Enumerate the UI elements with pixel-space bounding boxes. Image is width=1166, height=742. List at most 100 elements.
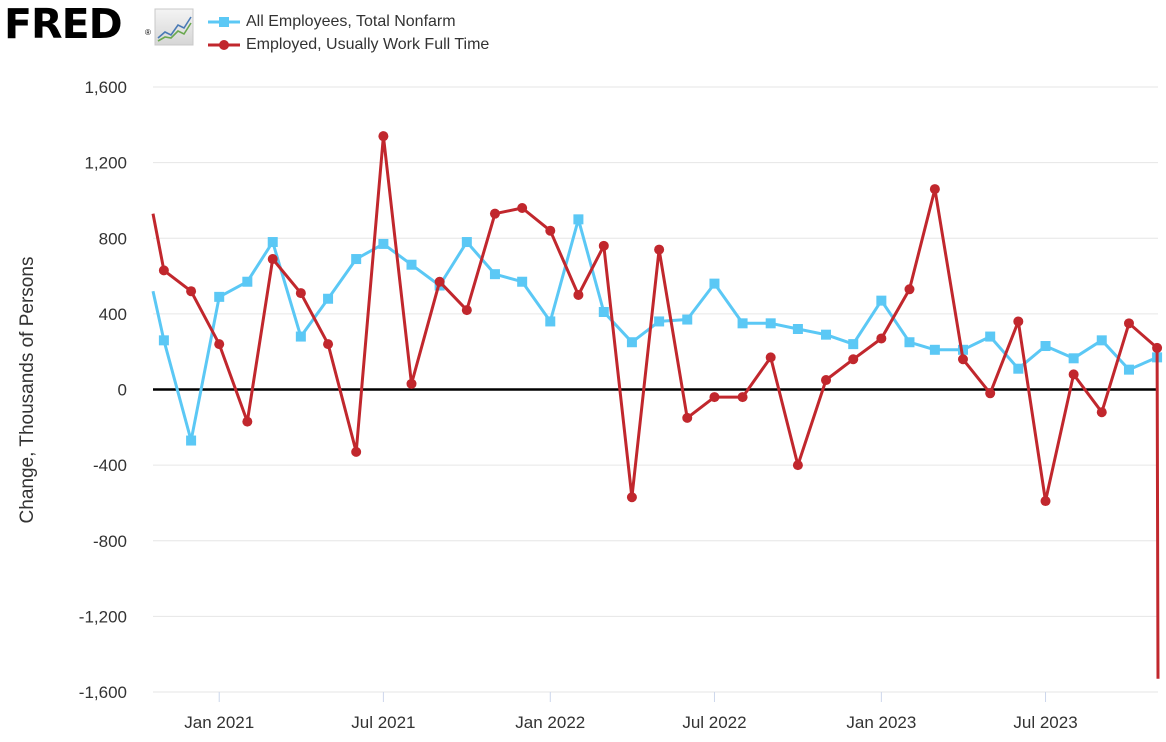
data-point[interactable] xyxy=(351,446,362,457)
data-point[interactable] xyxy=(1013,363,1024,374)
data-point[interactable] xyxy=(378,238,389,249)
fred-logo[interactable]: FRED ® xyxy=(4,2,194,46)
data-point[interactable] xyxy=(186,435,197,446)
registered-mark: ® xyxy=(145,28,151,37)
series-layer xyxy=(151,131,1163,679)
data-point[interactable] xyxy=(848,354,859,365)
data-point[interactable] xyxy=(904,337,915,348)
y-tick-label: -1,600 xyxy=(79,683,127,702)
data-point[interactable] xyxy=(489,269,500,280)
data-point[interactable] xyxy=(737,318,748,329)
data-point[interactable] xyxy=(158,265,169,276)
legend-circle-marker-icon xyxy=(208,39,240,50)
data-point[interactable] xyxy=(957,344,968,355)
data-point[interactable] xyxy=(323,293,334,304)
data-point[interactable] xyxy=(929,184,940,195)
data-point[interactable] xyxy=(461,237,472,248)
data-point[interactable] xyxy=(242,416,253,427)
data-point[interactable] xyxy=(461,305,472,316)
data-point[interactable] xyxy=(1040,496,1051,507)
data-point[interactable] xyxy=(406,259,417,270)
data-point[interactable] xyxy=(1123,318,1134,329)
data-point[interactable] xyxy=(876,333,887,344)
legend-label-full-time: Employed, Usually Work Full Time xyxy=(246,35,490,53)
data-point[interactable] xyxy=(434,276,445,287)
data-point[interactable] xyxy=(598,240,609,251)
x-tick-label: Jan 2021 xyxy=(184,713,254,732)
data-point[interactable] xyxy=(323,339,334,350)
legend-item-nonfarm[interactable]: All Employees, Total Nonfarm xyxy=(208,10,489,33)
data-point[interactable] xyxy=(626,492,637,503)
data-point[interactable] xyxy=(1123,364,1134,375)
data-point[interactable] xyxy=(792,324,803,334)
data-point[interactable] xyxy=(214,291,225,302)
data-point[interactable] xyxy=(821,375,832,386)
data-point[interactable] xyxy=(1152,342,1163,353)
data-point[interactable] xyxy=(242,276,253,287)
data-point[interactable] xyxy=(573,289,584,300)
data-point[interactable] xyxy=(626,337,637,348)
data-point[interactable] xyxy=(489,208,500,219)
series-full-time[interactable] xyxy=(151,131,1163,679)
x-tick-label: Jul 2023 xyxy=(1013,713,1077,732)
data-point[interactable] xyxy=(985,331,996,342)
x-tick-label: Jul 2021 xyxy=(351,713,415,732)
y-tick-label: 1,200 xyxy=(84,154,127,173)
data-point[interactable] xyxy=(904,284,915,295)
data-point[interactable] xyxy=(1096,407,1107,418)
data-point[interactable] xyxy=(1068,353,1079,364)
data-point[interactable] xyxy=(876,295,887,306)
data-point[interactable] xyxy=(598,306,609,317)
data-point[interactable] xyxy=(406,378,417,389)
data-point[interactable] xyxy=(1096,335,1107,346)
x-axis: Jan 2021 Jul 2021 Jan 2022 Jul 2022 Jan 2023… xyxy=(184,692,1078,732)
data-point[interactable] xyxy=(1013,316,1024,327)
data-point[interactable] xyxy=(186,286,197,297)
data-point[interactable] xyxy=(295,288,306,299)
data-point[interactable] xyxy=(709,278,720,289)
series-line xyxy=(151,134,1160,679)
legend-square-marker-icon xyxy=(208,16,240,27)
data-point[interactable] xyxy=(929,344,940,355)
data-point[interactable] xyxy=(267,254,278,265)
data-point[interactable] xyxy=(792,460,803,471)
data-point[interactable] xyxy=(765,352,776,363)
data-point[interactable] xyxy=(573,214,584,225)
data-point[interactable] xyxy=(158,335,169,346)
legend-label-nonfarm: All Employees, Total Nonfarm xyxy=(246,12,456,30)
data-point[interactable] xyxy=(654,316,665,327)
data-point[interactable] xyxy=(545,225,556,236)
data-point[interactable] xyxy=(351,254,362,265)
data-point[interactable] xyxy=(737,392,748,403)
series-nonfarm[interactable] xyxy=(151,214,1163,446)
data-point[interactable] xyxy=(848,339,859,350)
y-axis-label: Change, Thousands of Persons xyxy=(17,257,38,524)
data-point[interactable] xyxy=(985,388,996,399)
data-point[interactable] xyxy=(709,392,720,403)
fred-logo-text: FRED xyxy=(4,0,123,48)
y-tick-label: -1,200 xyxy=(79,607,127,626)
data-point[interactable] xyxy=(654,244,665,255)
legend-item-full-time[interactable]: Employed, Usually Work Full Time xyxy=(208,33,489,56)
line-chart-icon xyxy=(154,8,194,46)
data-point[interactable] xyxy=(214,339,225,350)
y-tick-label: -400 xyxy=(93,456,127,475)
y-axis-ticks: 1,600 1,200 800 400 0 -400 -800 -1,200 -1,600 xyxy=(79,78,127,702)
data-point[interactable] xyxy=(1068,369,1079,380)
data-point[interactable] xyxy=(378,131,389,142)
data-point[interactable] xyxy=(267,237,278,248)
data-point[interactable] xyxy=(295,331,306,342)
data-point[interactable] xyxy=(957,354,968,365)
data-point[interactable] xyxy=(821,329,832,340)
x-tick-label: Jan 2022 xyxy=(515,713,585,732)
data-point[interactable] xyxy=(517,276,528,287)
data-point[interactable] xyxy=(682,314,693,325)
data-point[interactable] xyxy=(765,318,776,329)
data-point[interactable] xyxy=(517,203,528,213)
data-point[interactable] xyxy=(545,316,556,327)
data-point[interactable] xyxy=(682,412,693,423)
y-tick-label: -800 xyxy=(93,532,127,551)
data-point[interactable] xyxy=(1040,341,1051,352)
chart-legend: All Employees, Total Nonfarm Employed, U… xyxy=(208,10,489,56)
